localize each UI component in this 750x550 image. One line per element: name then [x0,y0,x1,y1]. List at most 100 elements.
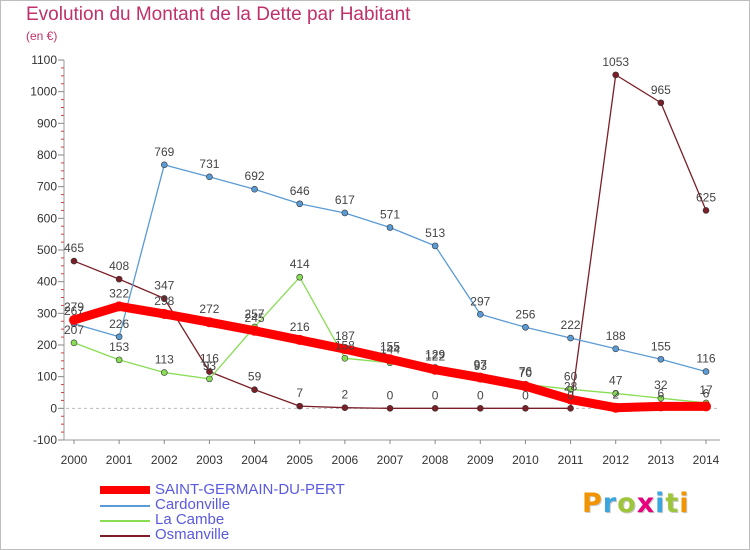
data-label: 965 [651,83,671,97]
data-label: 571 [380,208,400,222]
data-label: 1053 [602,55,629,69]
x-tick-label: 2000 [61,453,88,467]
x-tick-label: 2014 [693,453,720,467]
data-point [612,345,620,353]
data-label: 93 [474,359,488,373]
data-point [251,386,258,393]
data-point [565,394,576,405]
x-tick-label: 2006 [332,453,359,467]
data-label: 322 [109,286,129,300]
data-point [476,310,484,318]
data-point [296,200,304,208]
data-point [657,99,665,107]
data-label: 155 [380,339,400,353]
x-tick-label: 2002 [151,453,178,467]
data-label: 153 [109,340,129,354]
y-tick-label: 800 [37,148,57,162]
data-label: 692 [245,169,265,183]
proxiti-logo: Proxiti [582,488,690,519]
legend-label: La Cambe [155,511,225,528]
data-point [114,301,125,312]
series-lines [69,71,711,413]
data-label: 617 [335,193,355,207]
data-label: 646 [290,184,310,198]
data-label: 47 [609,373,623,387]
data-point [70,339,78,347]
data-point [657,394,665,402]
legend-swatch [100,486,150,494]
legend-swatch [100,505,150,507]
data-label: 347 [154,278,174,292]
data-point [294,334,305,345]
data-label: 17 [699,383,713,397]
x-tick-label: 2003 [196,453,223,467]
data-point [612,390,620,397]
data-point [567,334,574,342]
data-label: 97 [474,358,488,372]
x-tick-label: 2010 [512,453,539,467]
data-label: 298 [154,294,174,308]
data-point [115,356,123,364]
data-label: 207 [64,323,84,337]
legend-label: Osmanville [155,526,230,543]
legend-swatch [100,535,150,537]
data-label: 245 [245,311,265,325]
y-tick-label: 300 [37,306,57,320]
chart-title: Evolution du Montant de la Dette par Hab… [26,4,411,25]
data-label: 0 [387,388,394,402]
data-point [160,295,168,302]
data-point [475,372,486,383]
logo-letter: P [582,488,603,519]
legend-label: SAINT-GERMAIN-DU-PERT [155,481,345,498]
data-point [115,333,123,341]
data-point [160,161,168,169]
data-label: 155 [651,339,671,353]
series-saint-germain-du-pert [69,301,711,413]
data-point [655,401,666,412]
x-tick-label: 2008 [422,453,449,467]
data-point [159,308,170,319]
data-point [612,71,620,79]
data-point [431,242,439,250]
data-point [702,368,710,375]
y-tick-label: 1000 [30,85,57,99]
data-label: 0 [432,388,439,402]
data-point [341,354,349,362]
data-point [385,354,395,365]
data-label: 6 [658,386,665,400]
y-tick-label: 1100 [31,53,57,67]
data-point [341,404,349,412]
data-label: 731 [199,157,219,171]
data-label: 122 [425,350,445,364]
y-tick-label: 400 [37,275,57,289]
data-label: 279 [64,300,84,314]
x-tick-label: 2011 [558,453,584,467]
x-tick-label: 2004 [241,453,268,467]
data-point [204,317,215,328]
x-tick-label: 2013 [648,453,675,467]
data-point [70,257,78,265]
data-point [386,405,394,412]
legend-label: Cardonville [155,496,231,513]
data-point [69,314,79,325]
data-point [251,185,258,193]
x-tick-label: 2001 [106,453,133,467]
data-point [115,275,123,283]
logo-letter: o [617,488,637,519]
y-tick-label: 900 [37,116,57,130]
logo-letter: t [665,488,680,519]
data-point [206,368,213,375]
y-tick-label: 100 [37,370,57,384]
data-label: 93 [203,359,217,373]
data-label: 7 [296,386,303,400]
data-label: 256 [515,307,535,321]
logo-letter: x [636,488,656,519]
data-label: 113 [155,353,174,367]
data-label: 60 [564,369,578,383]
data-label: 70 [519,366,533,380]
data-point [522,323,529,331]
data-point [431,405,439,412]
data-point [657,355,665,363]
data-label: 769 [154,145,174,159]
